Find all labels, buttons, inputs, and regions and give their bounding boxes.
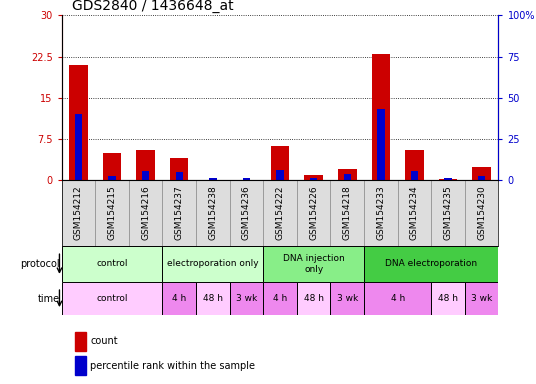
Bar — [478, 175, 486, 180]
Text: DNA electroporation: DNA electroporation — [385, 260, 478, 268]
Bar — [364, 282, 431, 315]
Bar — [439, 179, 457, 180]
Text: protocol: protocol — [20, 259, 59, 269]
Bar — [271, 146, 289, 180]
Bar — [405, 150, 424, 180]
Text: GDS2840 / 1436648_at: GDS2840 / 1436648_at — [72, 0, 234, 13]
Bar — [297, 282, 331, 315]
Text: 48 h: 48 h — [304, 294, 324, 303]
Text: GSM154226: GSM154226 — [309, 186, 318, 240]
Bar — [136, 150, 155, 180]
Text: GSM154216: GSM154216 — [141, 186, 150, 240]
Bar — [62, 282, 162, 315]
Bar — [310, 178, 317, 180]
Bar — [196, 282, 229, 315]
Text: 48 h: 48 h — [438, 294, 458, 303]
Text: percentile rank within the sample: percentile rank within the sample — [90, 361, 255, 371]
Bar — [263, 246, 364, 282]
Bar — [304, 175, 323, 180]
Bar — [472, 167, 491, 180]
Text: GSM154230: GSM154230 — [477, 186, 486, 240]
Text: GSM154212: GSM154212 — [74, 186, 83, 240]
Text: 3 wk: 3 wk — [236, 294, 257, 303]
Bar — [162, 246, 263, 282]
Bar — [209, 178, 217, 180]
Text: 3 wk: 3 wk — [471, 294, 492, 303]
Bar — [229, 282, 263, 315]
Bar — [331, 282, 364, 315]
Text: 4 h: 4 h — [172, 294, 187, 303]
Text: DNA injection
only: DNA injection only — [283, 254, 345, 274]
Text: GSM154233: GSM154233 — [376, 186, 385, 240]
Bar — [62, 246, 162, 282]
Bar — [75, 332, 86, 351]
Text: control: control — [96, 260, 128, 268]
Bar — [465, 282, 498, 315]
Text: GSM154235: GSM154235 — [444, 186, 452, 240]
Bar — [371, 54, 390, 180]
Text: GSM154222: GSM154222 — [276, 186, 285, 240]
Bar — [377, 109, 384, 180]
Bar — [162, 282, 196, 315]
Bar — [338, 169, 356, 180]
Text: 4 h: 4 h — [273, 294, 287, 303]
Bar — [431, 282, 465, 315]
Bar — [364, 246, 498, 282]
Bar — [263, 282, 297, 315]
Text: 4 h: 4 h — [391, 294, 405, 303]
Bar — [176, 172, 183, 180]
Text: 3 wk: 3 wk — [337, 294, 358, 303]
Bar — [75, 114, 82, 180]
Bar — [444, 178, 452, 180]
Text: count: count — [90, 336, 118, 346]
Bar — [142, 170, 150, 180]
Bar — [108, 175, 116, 180]
Bar — [277, 170, 284, 180]
Bar — [170, 159, 189, 180]
Bar — [243, 178, 250, 180]
Bar — [103, 153, 121, 180]
Text: electroporation only: electroporation only — [167, 260, 259, 268]
Bar — [344, 174, 351, 180]
Text: GSM154238: GSM154238 — [209, 186, 218, 240]
Text: control: control — [96, 294, 128, 303]
Text: GSM154218: GSM154218 — [343, 186, 352, 240]
Bar — [69, 65, 88, 180]
Text: time: time — [38, 293, 59, 304]
Text: GSM154237: GSM154237 — [175, 186, 184, 240]
Text: GSM154234: GSM154234 — [410, 186, 419, 240]
Text: 48 h: 48 h — [203, 294, 223, 303]
Text: GSM154215: GSM154215 — [108, 186, 116, 240]
Text: GSM154236: GSM154236 — [242, 186, 251, 240]
Bar — [411, 170, 418, 180]
Bar — [75, 356, 86, 375]
